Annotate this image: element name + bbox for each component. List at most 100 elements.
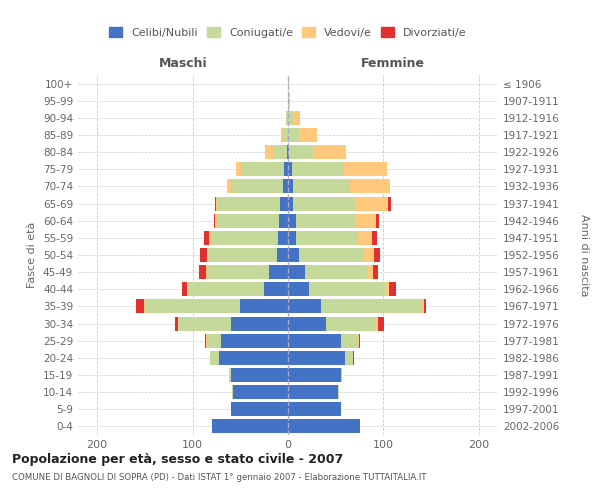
Bar xyxy=(355,214,376,228)
Bar xyxy=(341,334,358,347)
Bar xyxy=(288,94,289,108)
Bar xyxy=(232,385,233,399)
Bar xyxy=(293,180,350,194)
Bar xyxy=(208,248,277,262)
Bar xyxy=(212,420,288,434)
Bar xyxy=(293,196,355,210)
Bar xyxy=(288,76,289,90)
Bar xyxy=(296,214,355,228)
Bar xyxy=(236,162,241,176)
Text: COMUNE DI BAGNOLI DI SOPRA (PD) - Dati ISTAT 1° gennaio 2007 - Elaborazione TUTT: COMUNE DI BAGNOLI DI SOPRA (PD) - Dati I… xyxy=(12,472,427,482)
Bar xyxy=(264,282,288,296)
Bar xyxy=(422,300,424,314)
Bar xyxy=(372,231,377,245)
Bar xyxy=(200,248,207,262)
Bar xyxy=(284,162,288,176)
Bar xyxy=(288,231,296,245)
Bar xyxy=(345,351,353,365)
Bar xyxy=(281,128,283,142)
Bar xyxy=(296,231,358,245)
Bar xyxy=(286,111,288,125)
Bar xyxy=(288,248,299,262)
Bar xyxy=(280,214,288,228)
Bar xyxy=(288,385,338,399)
Bar xyxy=(350,180,390,194)
Bar xyxy=(287,145,288,159)
Bar xyxy=(309,282,385,296)
Bar xyxy=(204,231,209,245)
Bar xyxy=(231,180,283,194)
Bar xyxy=(187,282,188,296)
Bar xyxy=(207,265,269,279)
Bar xyxy=(364,248,374,262)
Bar xyxy=(221,334,288,347)
Bar xyxy=(218,196,280,210)
Bar xyxy=(144,300,145,314)
Bar xyxy=(288,402,341,416)
Bar xyxy=(277,248,288,262)
Bar xyxy=(367,265,373,279)
Bar xyxy=(182,282,187,296)
Bar xyxy=(283,128,288,142)
Bar xyxy=(217,196,218,210)
Bar xyxy=(210,351,219,365)
Y-axis label: Fasce di età: Fasce di età xyxy=(28,222,37,288)
Bar xyxy=(288,420,359,434)
Bar xyxy=(288,128,299,142)
Bar xyxy=(207,248,208,262)
Bar xyxy=(175,316,178,330)
Bar xyxy=(206,265,207,279)
Bar xyxy=(265,145,273,159)
Bar xyxy=(269,265,288,279)
Bar xyxy=(215,196,217,210)
Bar xyxy=(289,94,290,108)
Bar xyxy=(288,162,292,176)
Bar xyxy=(136,300,144,314)
Bar xyxy=(283,180,288,194)
Bar xyxy=(207,334,221,347)
Bar xyxy=(178,316,231,330)
Bar xyxy=(344,162,387,176)
Y-axis label: Anni di nascita: Anni di nascita xyxy=(579,214,589,296)
Bar xyxy=(299,248,364,262)
Bar xyxy=(199,265,206,279)
Bar xyxy=(288,265,305,279)
Bar xyxy=(288,351,345,365)
Bar xyxy=(341,368,343,382)
Bar xyxy=(229,368,231,382)
Bar xyxy=(241,162,284,176)
Bar xyxy=(288,111,293,125)
Bar xyxy=(278,231,288,245)
Bar xyxy=(231,316,288,330)
Text: Popolazione per età, sesso e stato civile - 2007: Popolazione per età, sesso e stato civil… xyxy=(12,452,343,466)
Bar xyxy=(373,265,378,279)
Text: Femmine: Femmine xyxy=(361,57,425,70)
Bar xyxy=(288,196,293,210)
Bar xyxy=(215,214,217,228)
Bar xyxy=(288,214,296,228)
Bar xyxy=(385,282,389,296)
Bar xyxy=(231,402,288,416)
Bar xyxy=(293,111,301,125)
Bar xyxy=(145,300,240,314)
Bar xyxy=(305,265,367,279)
Bar xyxy=(326,316,376,330)
Legend: Celibi/Nubili, Coniugati/e, Vedovi/e, Divorziati/e: Celibi/Nubili, Coniugati/e, Vedovi/e, Di… xyxy=(105,23,471,42)
Bar xyxy=(273,145,287,159)
Bar xyxy=(322,300,422,314)
Bar xyxy=(388,196,391,210)
Bar xyxy=(376,316,378,330)
Bar xyxy=(288,282,309,296)
Text: Maschi: Maschi xyxy=(158,57,208,70)
Bar xyxy=(288,334,341,347)
Bar xyxy=(188,282,264,296)
Bar xyxy=(299,128,317,142)
Bar xyxy=(209,231,212,245)
Bar xyxy=(217,214,280,228)
Bar xyxy=(227,180,231,194)
Bar xyxy=(214,214,215,228)
Bar xyxy=(288,316,326,330)
Bar xyxy=(378,316,385,330)
Bar xyxy=(219,351,288,365)
Bar xyxy=(389,282,396,296)
